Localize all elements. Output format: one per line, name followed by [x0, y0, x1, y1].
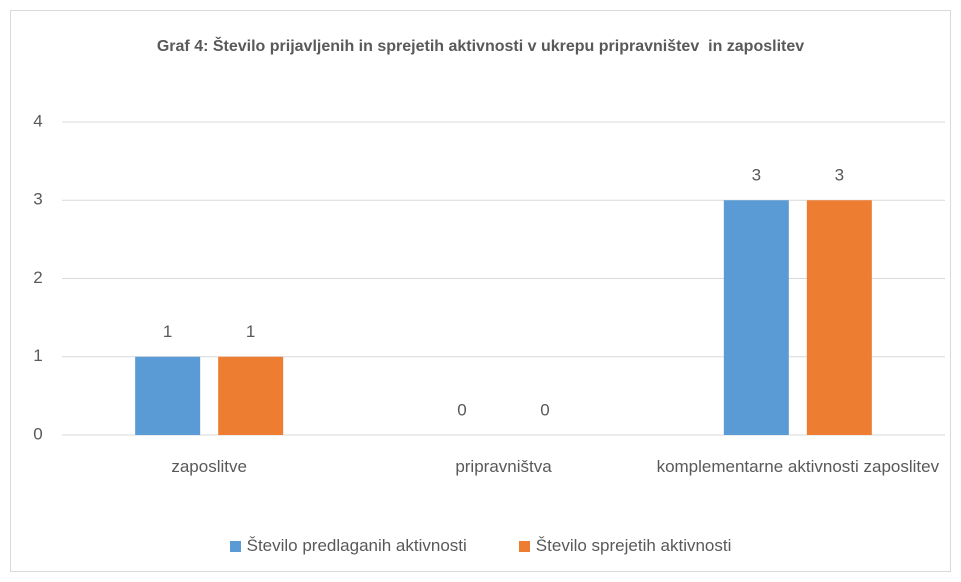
- bar: [723, 200, 789, 435]
- data-label: 0: [540, 400, 549, 419]
- data-label: 0: [457, 400, 466, 419]
- legend-swatch: [229, 540, 241, 552]
- y-tick-label: 1: [33, 346, 42, 365]
- chart-title: Graf 4: Število prijavljenih in sprejeti…: [156, 38, 805, 55]
- y-tick-label: 4: [33, 111, 42, 130]
- legend-item: Število predlaganih aktivnosti: [229, 536, 467, 556]
- legend: Število predlaganih aktivnosti Število sp…: [10, 536, 951, 556]
- legend-label: Število predlaganih aktivnosti: [246, 536, 467, 555]
- legend-label: Število sprejetih aktivnosti: [535, 536, 732, 555]
- y-tick-label: 0: [33, 424, 42, 443]
- bar: [806, 200, 872, 435]
- bar: [218, 356, 284, 435]
- legend-swatch: [518, 540, 530, 552]
- x-tick-label: pripravništva: [455, 457, 552, 476]
- legend-item: Število sprejetih aktivnosti: [518, 536, 732, 556]
- bar: [135, 356, 201, 435]
- data-label: 1: [246, 322, 255, 341]
- chart-frame: [10, 10, 951, 572]
- data-label: 3: [752, 166, 761, 185]
- data-label: 1: [163, 322, 172, 341]
- data-label: 3: [835, 166, 844, 185]
- x-tick-label: komplementarne aktivnosti zaposlitev: [656, 457, 940, 476]
- y-tick-label: 3: [33, 190, 42, 209]
- y-tick-label: 2: [33, 268, 42, 287]
- x-tick-label: zaposlitve: [171, 457, 247, 476]
